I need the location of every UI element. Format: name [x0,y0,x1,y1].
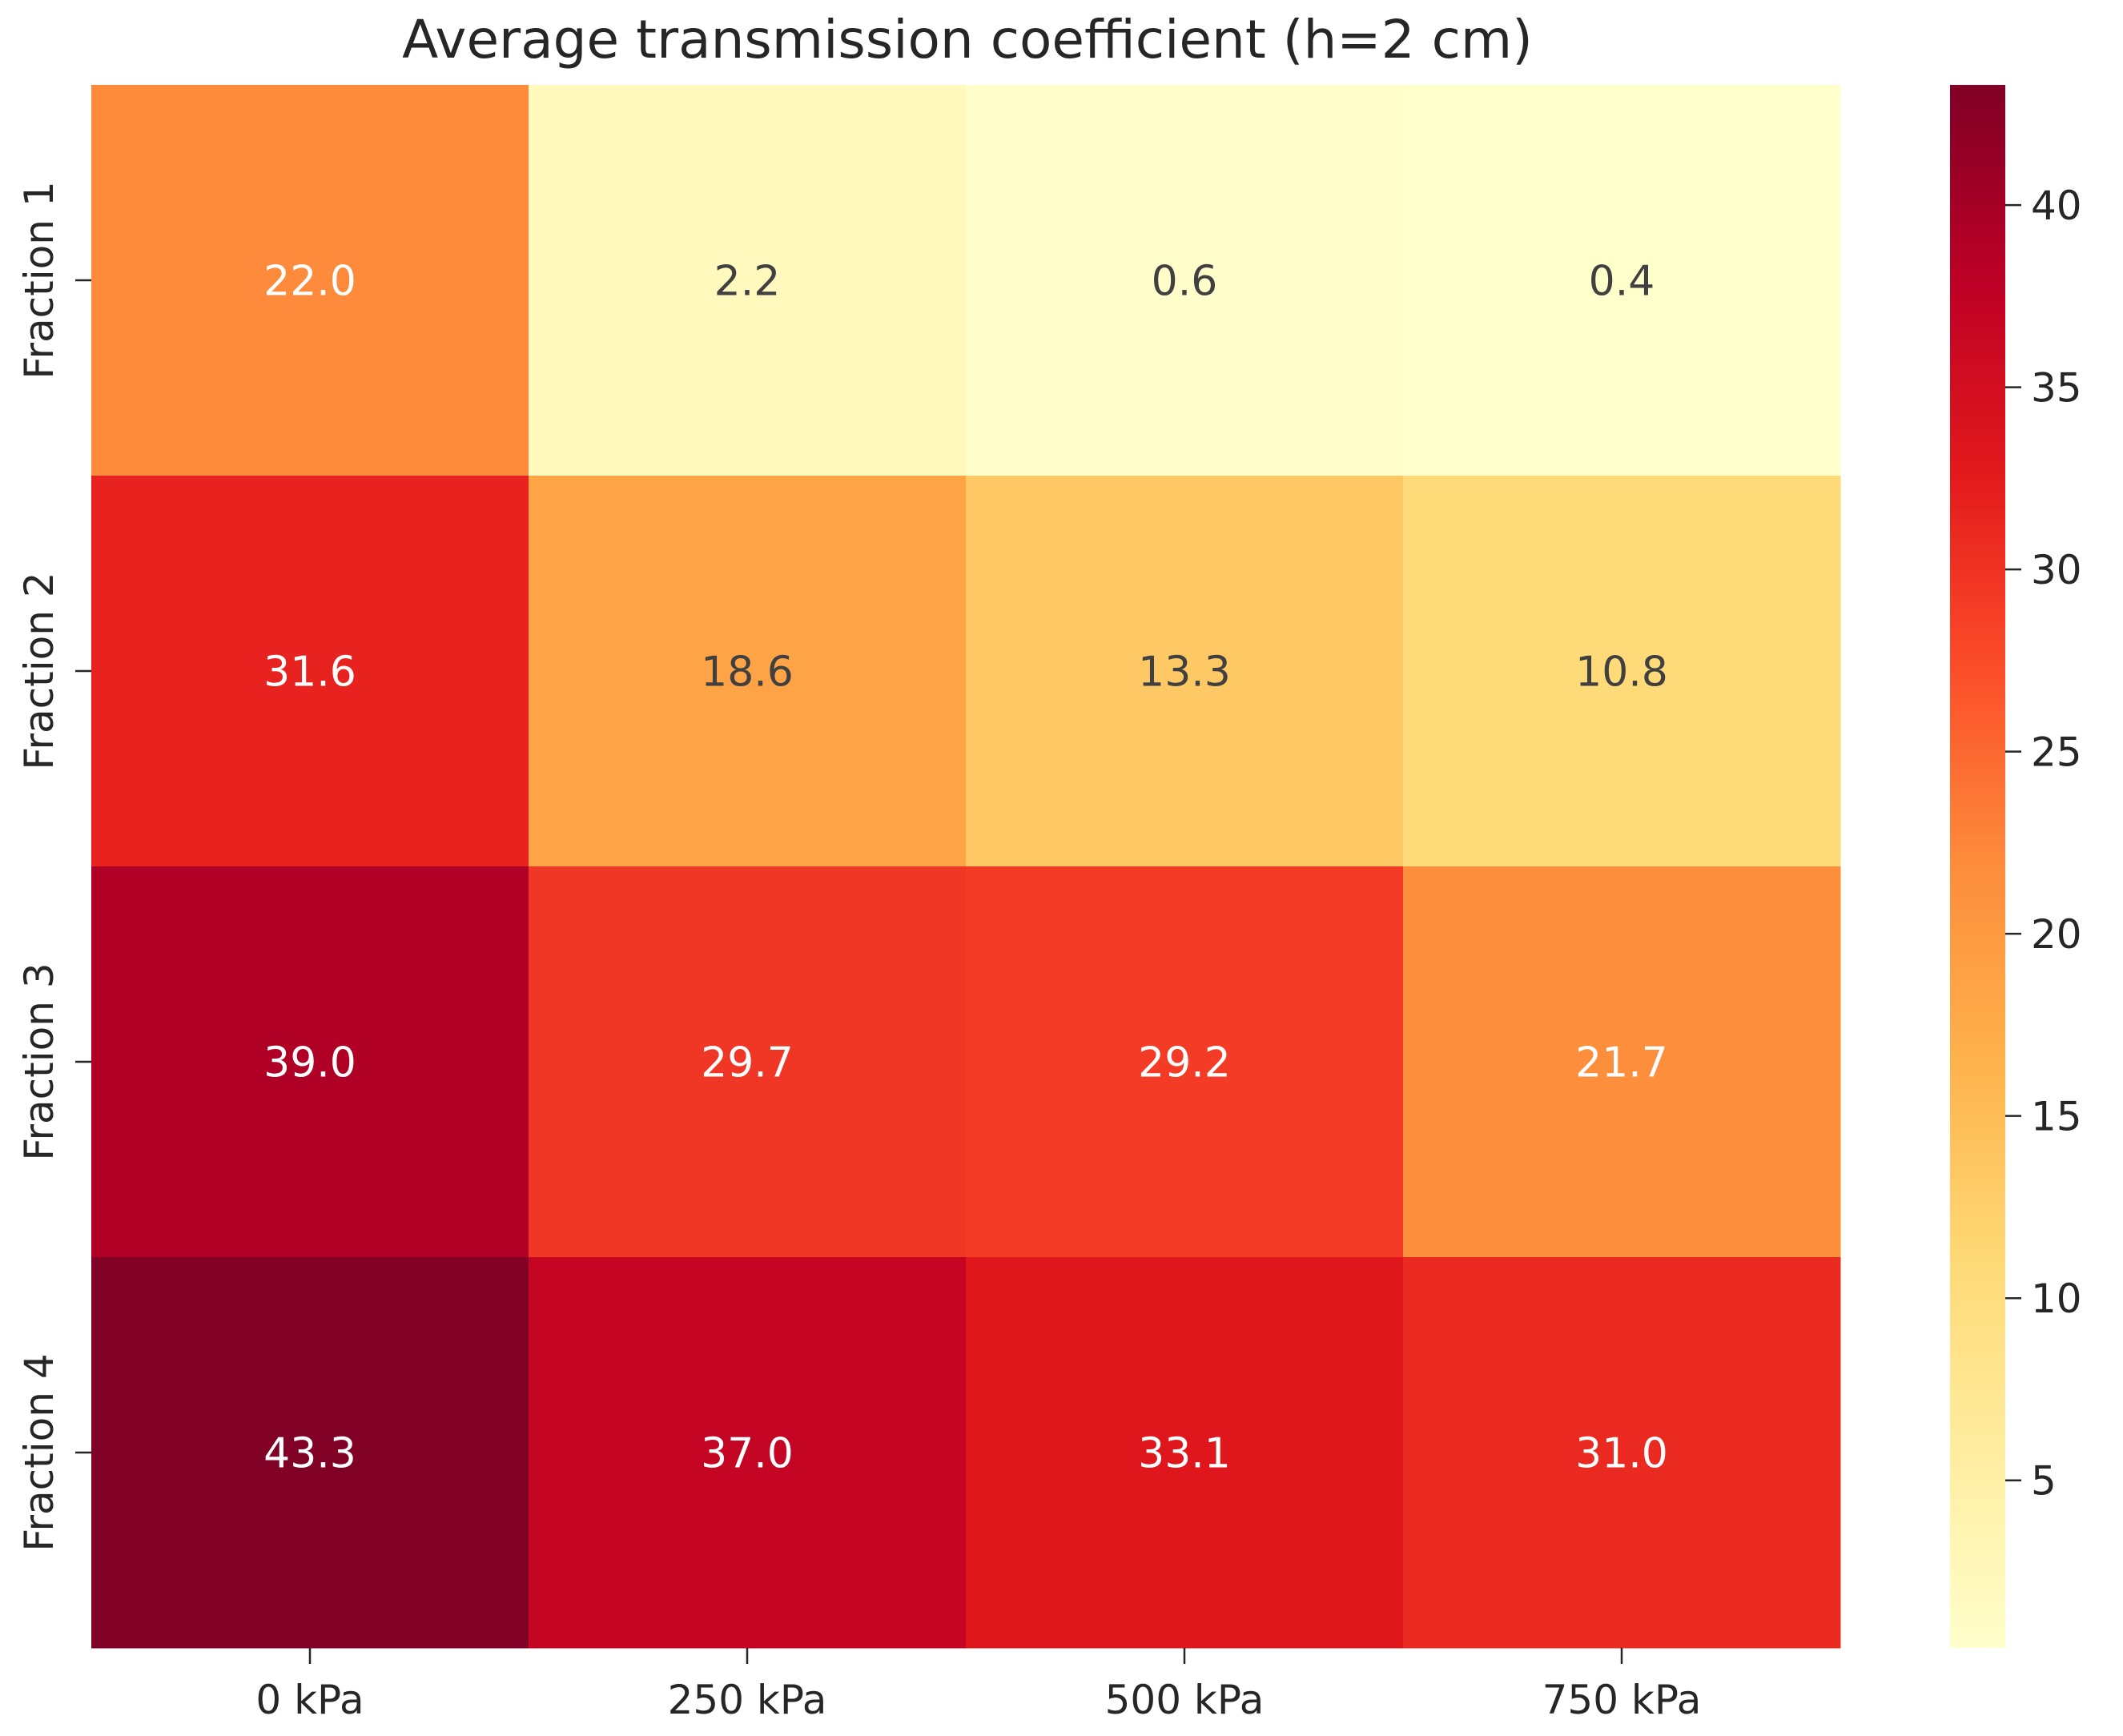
heatmap-cell [966,1257,1404,1649]
cell-value-label: 2.2 [714,258,781,306]
cell-value-label: 21.7 [1575,1039,1668,1087]
colorbar-tick-label: 10 [2031,1276,2082,1322]
heatmap-cell [91,866,529,1258]
colorbar: 5 10 15 20 25 30 35 40 [1950,85,2082,1648]
cell-value-label: 29.7 [701,1039,794,1087]
cell-value-label: 31.6 [263,649,356,697]
cell-value-label: 33.1 [1138,1430,1231,1478]
cell-value-label: 31.0 [1575,1430,1668,1478]
y-axis: Fraction 1 Fraction 2 Fraction 3 Fraction 4 [16,181,91,1552]
cell-value-labels: 22.0 2.2 0.6 0.4 31.6 18.6 13.3 10.8 39.0 29.7 29.… [263,258,1668,1478]
cell-value-label: 37.0 [701,1430,794,1478]
cell-value-label: 22.0 [263,258,356,306]
y-tick-label: Fraction 3 [16,962,62,1160]
y-tick-label: Fraction 4 [16,1353,62,1551]
cell-value-label: 43.3 [263,1430,356,1478]
heatmap-cells [91,85,1841,1649]
colorbar-tick-label: 25 [2031,729,2082,776]
heatmap-cell [1403,1257,1841,1649]
heatmap-cell [91,1257,529,1649]
colorbar-tick-label: 40 [2031,183,2082,229]
heatmap-cell [91,85,529,476]
cell-value-label: 13.3 [1138,649,1231,697]
colorbar-tick-label: 35 [2031,365,2082,412]
x-tick-label: 250 kPa [668,1677,827,1723]
colorbar-tick-label: 20 [2031,911,2082,958]
colorbar-tick-label: 30 [2031,547,2082,593]
heatmap-cell [966,476,1404,867]
chart-title: Average transmission coefficient (h=2 cm… [402,9,1533,70]
colorbar-tick-label: 5 [2031,1458,2057,1505]
heatmap-cell [529,866,967,1258]
heatmap-cell [529,85,967,476]
cell-value-label: 0.6 [1152,258,1218,306]
heatmap-cell [1403,476,1841,867]
x-tick-label: 750 kPa [1542,1677,1702,1723]
y-tick-label: Fraction 1 [16,181,62,379]
cell-value-label: 18.6 [701,649,794,697]
y-tick-label: Fraction 2 [16,572,62,770]
heatmap-cell [966,866,1404,1258]
colorbar-tick-label: 15 [2031,1094,2082,1140]
x-axis: 0 kPa 250 kPa 500 kPa 750 kPa [255,1648,1701,1723]
heatmap-cell [1403,85,1841,476]
heatmap-cell [966,85,1404,476]
x-tick-label: 500 kPa [1105,1677,1265,1723]
cell-value-label: 10.8 [1575,649,1668,697]
cell-value-label: 0.4 [1589,258,1655,306]
x-tick-label: 0 kPa [255,1677,364,1723]
heatmap-cell [1403,866,1841,1258]
heatmap-cell [529,476,967,867]
colorbar-gradient [1950,85,2005,1648]
cell-value-label: 29.2 [1138,1039,1231,1087]
heatmap-cell [529,1257,967,1649]
heatmap-cell [91,476,529,867]
cell-value-label: 39.0 [263,1039,356,1087]
